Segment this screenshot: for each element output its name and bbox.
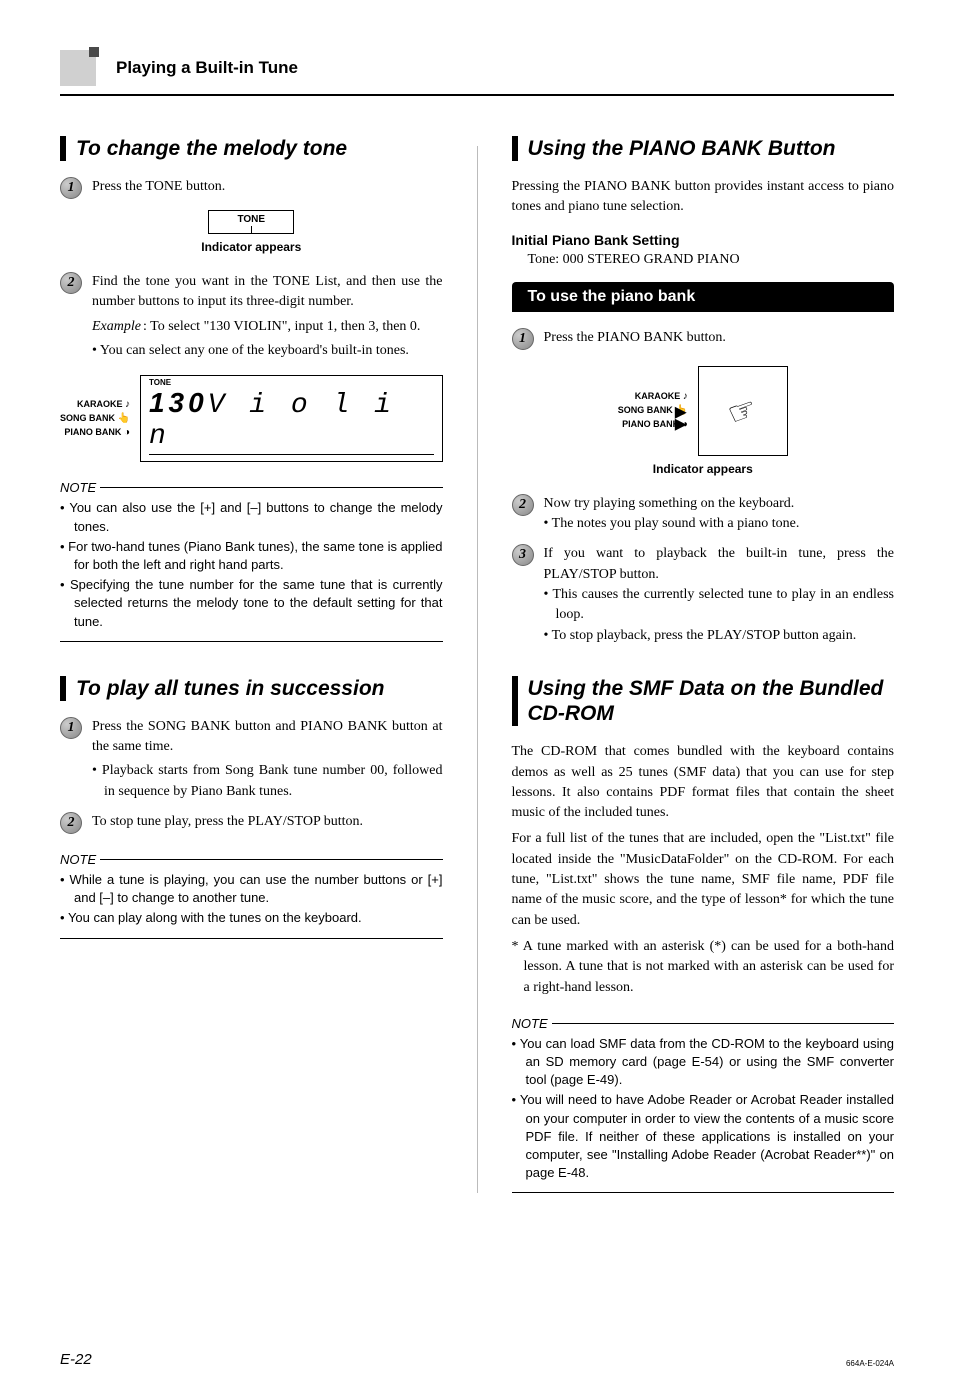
header-decoration xyxy=(60,50,96,86)
left-heading-1: To change the melody tone xyxy=(60,136,443,161)
succ-step1-bullet: Playback starts from Song Bank tune numb… xyxy=(92,761,443,802)
right-column: Using the PIANO BANK Button Pressing the… xyxy=(512,136,895,1193)
page-number: E-22 xyxy=(60,1351,92,1368)
header-section-title: Playing a Built-in Tune xyxy=(116,58,298,78)
note-list-2: While a tune is playing, you can use the… xyxy=(60,871,443,939)
piano-fig-caption: Indicator appears xyxy=(512,462,895,476)
left-step1-text: Press the TONE button. xyxy=(92,177,225,197)
note-heading: NOTE xyxy=(60,480,443,495)
pointer-icon: ▸▸ xyxy=(675,406,687,430)
succ-step-badge-1: 1 xyxy=(60,717,82,739)
sub-line: Tone: 000 STEREO GRAND PIANO xyxy=(528,252,895,268)
lcd-display: TONE 130V i o l i n xyxy=(140,375,443,462)
piano-screen-figure: ▸▸ ☞ xyxy=(698,366,788,456)
sub-heading: Initial Piano Bank Setting xyxy=(512,232,895,248)
step-badge-2: 2 xyxy=(60,272,82,294)
pill-heading: To use the piano bank xyxy=(512,282,895,312)
left-column: To change the melody tone 1 Press the TO… xyxy=(60,136,443,1193)
r-step3-bullet-2: To stop playback, press the PLAY/STOP bu… xyxy=(544,626,895,646)
r-step2-bullet: The notes you play sound with a piano to… xyxy=(544,514,800,534)
column-divider xyxy=(477,146,478,1193)
succ-step-badge-2: 2 xyxy=(60,812,82,834)
right-intro: Pressing the PIANO BANK button provides … xyxy=(512,177,895,218)
step-badge-1: 1 xyxy=(60,177,82,199)
note-list-1: You can also use the [+] and [–] buttons… xyxy=(60,499,443,641)
r-note-heading: NOTE xyxy=(512,1016,895,1031)
r-step-badge-3: 3 xyxy=(512,544,534,566)
left-step2-bullet: You can select any one of the keyboard's… xyxy=(92,341,443,361)
left-heading-2: To play all tunes in succession xyxy=(60,676,443,701)
r-step3-text: If you want to playback the built-in tun… xyxy=(544,544,895,585)
example-label: Example xyxy=(92,317,141,337)
document-id: 664A-E-024A xyxy=(846,1359,894,1368)
r-step1-text: Press the PIANO BANK button. xyxy=(544,328,726,348)
right-heading-2: Using the SMF Data on the Bundled CD-ROM xyxy=(512,676,895,726)
smf-p2: For a full list of the tunes that are in… xyxy=(512,829,895,930)
r-note-list: You can load SMF data from the CD-ROM to… xyxy=(512,1035,895,1194)
tone-figure-caption: Indicator appears xyxy=(60,240,443,254)
hand-icon: ☞ xyxy=(723,388,763,434)
succ-step2-text: To stop tune play, press the PLAY/STOP b… xyxy=(92,812,363,832)
smf-asterisk: * A tune marked with an asterisk (*) can… xyxy=(512,937,895,998)
tone-button-figure: TONE xyxy=(208,210,294,234)
left-step2-text: Find the tone you want in the TONE List,… xyxy=(92,272,443,313)
bank-labels: KARAOKE ♪ SONG BANK 👆 PIANO BANK ◑ xyxy=(60,398,130,440)
smf-p1: The CD-ROM that comes bundled with the k… xyxy=(512,742,895,823)
r-step2-text: Now try playing something on the keyboar… xyxy=(544,494,800,514)
r-step3-bullet-1: This causes the currently selected tune … xyxy=(544,585,895,626)
succ-step1-text: Press the SONG BANK button and PIANO BAN… xyxy=(92,717,443,758)
example-text: : To select "130 VIOLIN", input 1, then … xyxy=(141,317,443,337)
r-step-badge-2: 2 xyxy=(512,494,534,516)
right-heading-1: Using the PIANO BANK Button xyxy=(512,136,895,161)
r-step-badge-1: 1 xyxy=(512,328,534,350)
note-heading-2: NOTE xyxy=(60,852,443,867)
header-rule xyxy=(60,94,894,96)
